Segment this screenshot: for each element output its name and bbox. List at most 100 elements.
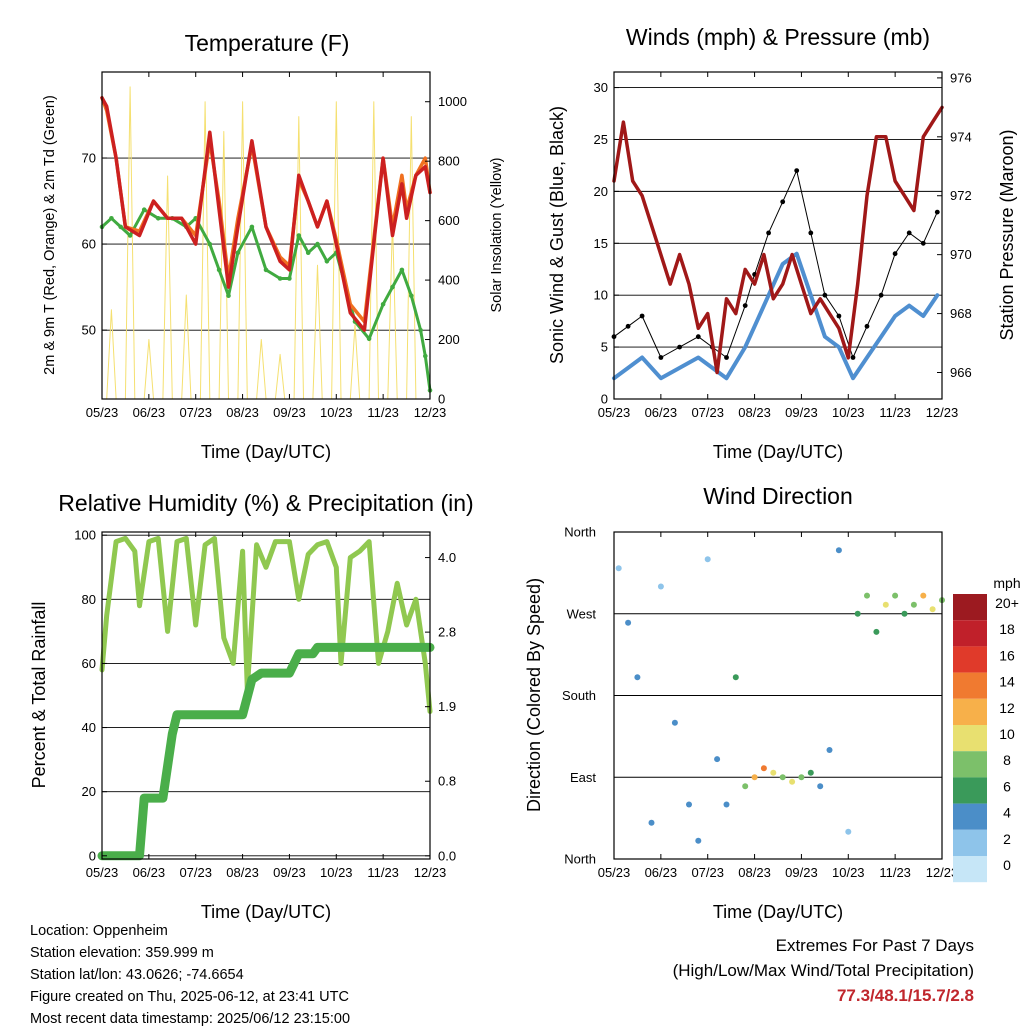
- x-tick-label: 07/23: [691, 405, 724, 420]
- dewpoint-line: [100, 208, 432, 392]
- latlon-text: Station lat/lon: 43.0626; -74.6654: [30, 967, 244, 983]
- panel-temperature: Temperature (F) 05/23 06/23 07/23 08/23 09/2…: [42, 30, 505, 462]
- y-tick-label: 60: [82, 237, 96, 252]
- x-tick-label: 05/23: [86, 865, 119, 880]
- dewpoint-point: [277, 276, 283, 281]
- extremes-values: 77.3/48.1/15.7/2.8: [836, 986, 974, 1005]
- gust-point: [658, 355, 664, 360]
- gust-point: [742, 303, 748, 308]
- direction-point: [835, 547, 842, 554]
- direction-point: [910, 601, 917, 608]
- dewpoint-point: [409, 293, 414, 299]
- gust-point: [639, 313, 645, 319]
- y-tick-label: 20: [594, 184, 608, 199]
- dewpoint-point: [141, 207, 147, 212]
- panel-wind-direction: Wind Direction 05/23 06/23 07/23 08/23 09/23…: [524, 483, 1021, 922]
- panel-humidity-precip: Relative Humidity (%) & Precipitation (i…: [29, 490, 474, 922]
- y-tick-label: West: [567, 606, 597, 621]
- legend-label: 4: [1003, 805, 1011, 821]
- y-right-tick-label: 976: [950, 70, 972, 85]
- gust-point: [934, 209, 940, 215]
- pressure-line: [612, 105, 944, 375]
- gust-point: [892, 251, 898, 257]
- panel-title: Wind Direction: [703, 483, 853, 509]
- y-right-tick-label: 800: [438, 154, 460, 169]
- x-tick-label: 11/23: [879, 405, 911, 420]
- extremes-title: Extremes For Past 7 Days: [775, 936, 974, 955]
- x-tick-label: 08/23: [738, 865, 771, 880]
- y-tick-label: 0: [601, 392, 608, 407]
- legend-title: mph: [993, 575, 1020, 591]
- direction-point: [770, 769, 777, 776]
- x-tick-label: 05/23: [86, 405, 119, 420]
- direction-point: [817, 783, 824, 790]
- y-right-tick-label: 2.8: [438, 625, 456, 640]
- panel-winds-pressure: Winds (mph) & Pressure (mb) 05/23 06/23 07…: [547, 24, 1017, 462]
- precip-line: [97, 642, 435, 861]
- x-tick-label: 05/23: [598, 865, 631, 880]
- gust-point: [695, 334, 701, 340]
- plot-frame: [101, 71, 431, 400]
- direction-point: [873, 628, 880, 635]
- gust-point: [836, 313, 842, 319]
- dewpoint-point: [315, 241, 320, 247]
- dewpoint-point: [216, 267, 222, 273]
- plot-frame: [613, 531, 943, 860]
- panel-title: Relative Humidity (%) & Precipitation (i…: [58, 490, 473, 516]
- direction-point: [854, 610, 861, 617]
- rh-line: [99, 535, 433, 714]
- y-axis-title: Percent & Total Rainfall: [29, 602, 49, 789]
- legend-swatch: [953, 620, 987, 647]
- y-tick-label: 30: [594, 80, 608, 95]
- gust-point: [920, 240, 926, 246]
- y-tick-label: North: [564, 852, 596, 867]
- sonic-wind-line: [612, 251, 940, 381]
- legend-label: 6: [1003, 778, 1011, 794]
- y-right-tick-label: 966: [950, 365, 972, 380]
- y-right-tick-label: 0.8: [438, 774, 456, 789]
- y-tick-label: 100: [74, 528, 96, 543]
- dewpoint-point: [418, 327, 423, 333]
- y-tick-label: 60: [82, 656, 96, 671]
- panel-title: Winds (mph) & Pressure (mb): [626, 24, 930, 50]
- y-axis-right-title: Solar Insolation (Yellow): [489, 157, 505, 312]
- gust-point: [878, 292, 884, 298]
- gust-point: [625, 323, 631, 329]
- direction-point: [695, 837, 702, 844]
- direction-point: [751, 774, 758, 781]
- legend-label: 8: [1003, 752, 1011, 768]
- y-tick-label: East: [570, 770, 596, 785]
- x-tick-label: 09/23: [785, 405, 818, 420]
- direction-point: [648, 819, 655, 826]
- x-tick-label: 08/23: [738, 405, 771, 420]
- gust-point: [794, 168, 800, 174]
- x-tick-label: 11/23: [879, 865, 911, 880]
- y-right-tick-label: 968: [950, 306, 972, 321]
- dewpoint-point: [296, 233, 302, 238]
- legend-swatch: [953, 803, 987, 830]
- direction-point: [929, 606, 936, 613]
- direction-point: [742, 783, 749, 790]
- x-tick-label: 07/23: [691, 865, 724, 880]
- y-tick-label: 20: [82, 784, 96, 799]
- direction-point: [826, 747, 833, 753]
- elevation-text: Station elevation: 359.999 m: [30, 945, 214, 961]
- x-tick-label: 12/23: [926, 865, 959, 880]
- direction-point: [657, 583, 664, 590]
- direction-point: [892, 592, 899, 599]
- created-text: Figure created on Thu, 2025-06-12, at 23…: [30, 989, 349, 1005]
- x-tick-label: 06/23: [645, 405, 678, 420]
- y-tick-label: 10: [594, 288, 608, 303]
- location-text: Location: Oppenheim: [30, 923, 168, 939]
- direction-point: [671, 719, 678, 726]
- direction-point: [634, 674, 641, 681]
- gust-point: [906, 230, 912, 236]
- y-right-tick-label: 4.0: [438, 550, 456, 565]
- x-tick-label: 10/23: [832, 865, 865, 880]
- x-tick-label: 11/23: [367, 405, 399, 420]
- x-tick-label: 10/23: [832, 405, 865, 420]
- dewpoint-point: [109, 216, 114, 221]
- y-axis-right-title: Station Pressure (Maroon): [997, 129, 1017, 340]
- dewpoint-point: [390, 284, 395, 290]
